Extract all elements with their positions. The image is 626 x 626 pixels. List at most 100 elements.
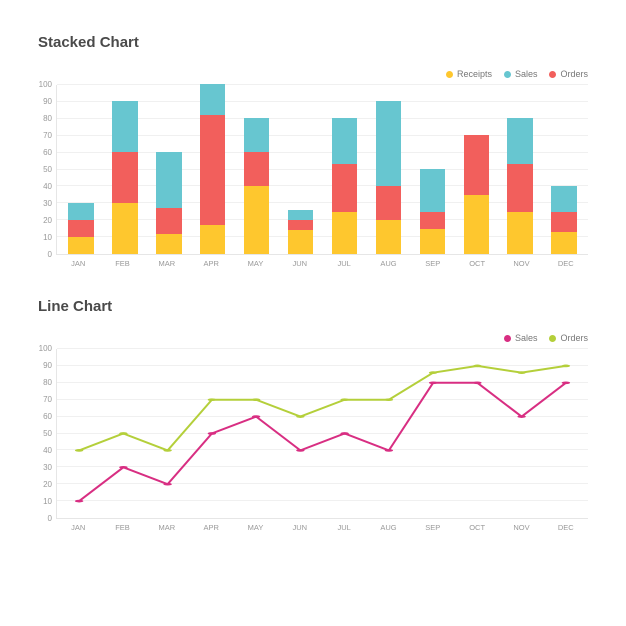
- bar-col: [235, 85, 279, 254]
- bar-stack: [112, 101, 137, 254]
- x-tick: APR: [189, 259, 233, 268]
- legend-item-sales: Sales: [504, 69, 538, 79]
- x-tick: OCT: [455, 523, 499, 532]
- x-tick: JUL: [322, 523, 366, 532]
- line-marker-sales: [252, 415, 260, 418]
- x-tick: FEB: [100, 523, 144, 532]
- bar-segment-sales: [420, 169, 445, 212]
- line-marker-orders: [517, 371, 525, 374]
- x-tick: DEC: [544, 259, 588, 268]
- line-chart-title: Line Chart: [38, 298, 588, 315]
- x-tick: DEC: [544, 523, 588, 532]
- bar-segment-receipts: [200, 225, 225, 254]
- bar-segment-orders: [200, 115, 225, 226]
- bar-segment-orders: [112, 152, 137, 203]
- line-marker-sales: [473, 381, 481, 384]
- bar-stack: [244, 118, 269, 254]
- line-marker-sales: [119, 466, 127, 469]
- stacked-chart-legend: Receipts Sales Orders: [38, 69, 588, 79]
- x-tick: JUL: [322, 259, 366, 268]
- bar-segment-sales: [68, 203, 93, 220]
- line-marker-orders: [75, 449, 83, 452]
- bar-segment-sales: [244, 118, 269, 152]
- bar-col: [147, 85, 191, 254]
- bar-segment-orders: [332, 164, 357, 212]
- bar-segment-orders: [507, 164, 532, 212]
- bar-stack: [332, 118, 357, 254]
- x-tick: NOV: [499, 523, 543, 532]
- x-tick: FEB: [100, 259, 144, 268]
- stacked-chart-plot: [56, 85, 588, 255]
- bar-segment-receipts: [376, 220, 401, 254]
- bar-col: [366, 85, 410, 254]
- bar-col: [542, 85, 586, 254]
- bar-segment-sales: [376, 101, 401, 186]
- bar-segment-receipts: [507, 212, 532, 255]
- bar-segment-orders: [551, 212, 576, 232]
- line-marker-orders: [296, 415, 304, 418]
- legend-label: Sales: [515, 69, 538, 79]
- x-tick: MAY: [233, 523, 277, 532]
- bar-segment-receipts: [420, 229, 445, 255]
- bar-col: [323, 85, 367, 254]
- line-series-sales: [79, 383, 566, 501]
- stacked-chart: Stacked Chart ReceiptsSalesOrders 010203…: [38, 34, 588, 268]
- bar-stack: [200, 84, 225, 254]
- bar-segment-sales: [112, 101, 137, 152]
- line-marker-orders: [562, 365, 570, 368]
- legend-item-receipts: Receipts: [446, 69, 492, 79]
- legend-item-sales: Sales: [504, 333, 538, 343]
- bar-stack: [288, 210, 313, 254]
- line-chart: Line Chart Sales Orders 01020304050607080…: [38, 298, 588, 532]
- bar-segment-receipts: [112, 203, 137, 254]
- line-marker-orders: [473, 365, 481, 368]
- line-chart-y-axis: 0102030405060708090100: [38, 349, 56, 519]
- x-tick: AUG: [366, 523, 410, 532]
- line-marker-sales: [517, 415, 525, 418]
- x-tick: JUN: [278, 523, 322, 532]
- line-marker-orders: [385, 398, 393, 401]
- x-tick: NOV: [499, 259, 543, 268]
- bar-col: [454, 85, 498, 254]
- x-tick: AUG: [366, 259, 410, 268]
- bar-segment-sales: [156, 152, 181, 208]
- stacked-chart-x-axis: JANFEBMARAPRMAYJUNJULAUGSEPOCTNOVDEC: [56, 259, 588, 268]
- bar-stack: [464, 135, 489, 254]
- x-tick: MAR: [145, 259, 189, 268]
- bar-segment-orders: [420, 212, 445, 229]
- legend-label: Receipts: [457, 69, 492, 79]
- line-marker-sales: [163, 483, 171, 486]
- legend-label: Orders: [560, 69, 588, 79]
- line-marker-sales: [75, 500, 83, 503]
- line-series-orders: [79, 366, 566, 451]
- bar-col: [410, 85, 454, 254]
- bar-stack: [68, 203, 93, 254]
- line-marker-orders: [119, 432, 127, 435]
- bar-segment-receipts: [464, 195, 489, 255]
- line-chart-svg: [57, 349, 588, 518]
- bar-segment-receipts: [156, 234, 181, 254]
- legend-label: Orders: [560, 333, 588, 343]
- stacked-chart-y-axis: 0102030405060708090100: [38, 85, 56, 255]
- bar-segment-sales: [551, 186, 576, 212]
- bar-segment-orders: [244, 152, 269, 186]
- legend-dot-icon: [549, 335, 556, 342]
- bar-segment-sales: [507, 118, 532, 164]
- x-tick: OCT: [455, 259, 499, 268]
- bar-col: [191, 85, 235, 254]
- line-marker-sales: [296, 449, 304, 452]
- line-marker-orders: [252, 398, 260, 401]
- line-chart-legend: Sales Orders: [38, 333, 588, 343]
- bar-col: [103, 85, 147, 254]
- line-marker-orders: [340, 398, 348, 401]
- line-marker-sales: [385, 449, 393, 452]
- line-marker-sales: [562, 381, 570, 384]
- x-tick: SEP: [411, 523, 455, 532]
- line-chart-x-axis: JANFEBMARAPRMAYJUNJULAUGSEPOCTNOVDEC: [56, 523, 588, 532]
- line-marker-sales: [429, 381, 437, 384]
- x-tick: JAN: [56, 259, 100, 268]
- x-tick: APR: [189, 523, 233, 532]
- bar-stack: [551, 186, 576, 254]
- bar-col: [279, 85, 323, 254]
- bar-segment-orders: [288, 220, 313, 230]
